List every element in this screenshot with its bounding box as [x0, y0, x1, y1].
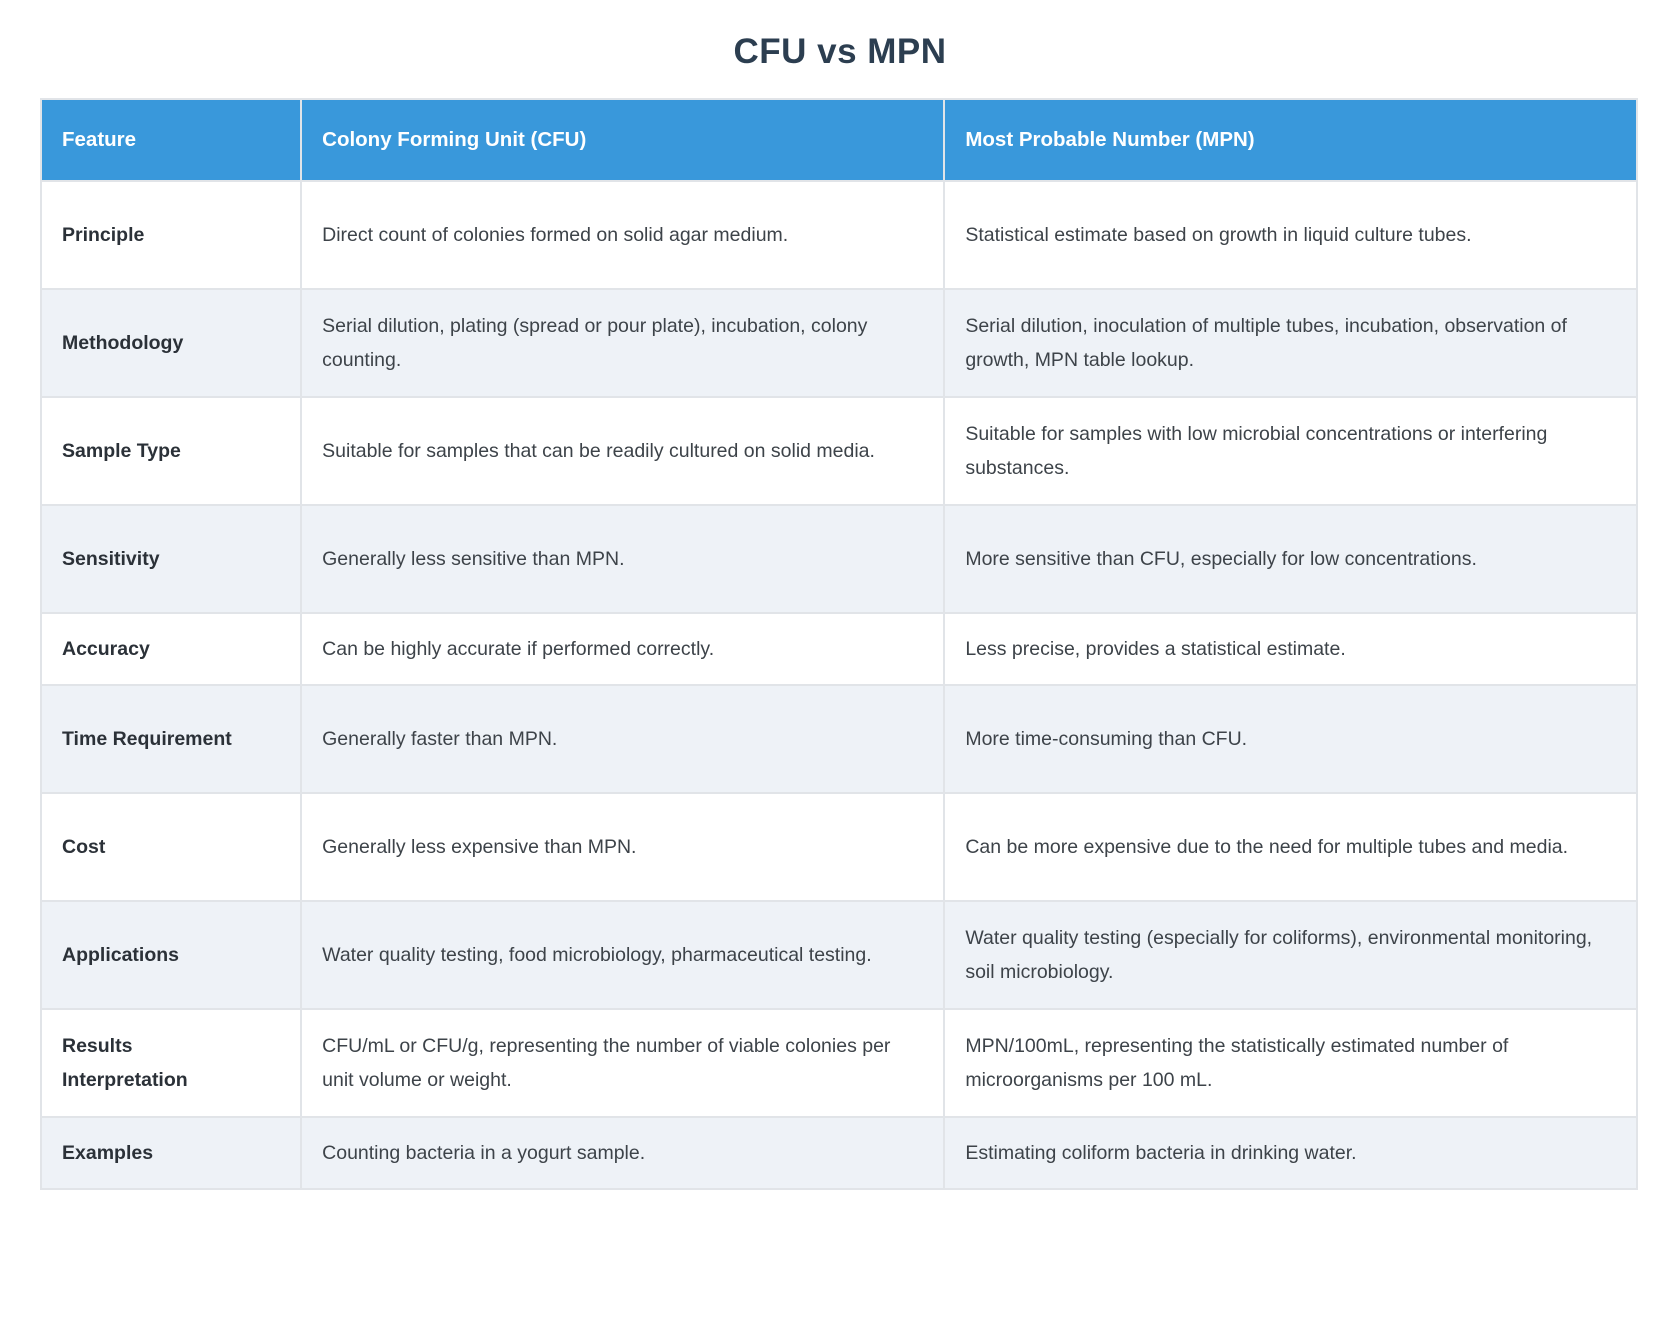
- table-header-row: Feature Colony Forming Unit (CFU) Most P…: [39, 98, 1638, 182]
- feature-cell: Methodology: [39, 288, 303, 398]
- feature-cell: Accuracy: [39, 612, 303, 686]
- page-title: CFU vs MPN: [733, 32, 947, 71]
- mpn-cell: More time-consuming than CFU.: [943, 684, 1638, 794]
- feature-label: Accuracy: [62, 638, 150, 660]
- cfu-cell: CFU/mL or CFU/g, representing the number…: [300, 1008, 946, 1118]
- feature-cell: Time Requirement: [39, 684, 303, 794]
- feature-label: Principle: [62, 224, 145, 246]
- mpn-cell: More sensitive than CFU, especially for …: [943, 504, 1638, 614]
- cfu-vs-mpn-table: Feature Colony Forming Unit (CFU) Most P…: [39, 98, 1638, 1190]
- cfu-cell: Serial dilution, plating (spread or pour…: [300, 288, 946, 398]
- feature-label: Applications: [62, 944, 180, 966]
- column-header-cfu: Colony Forming Unit (CFU): [300, 98, 946, 182]
- column-header-mpn: Most Probable Number (MPN): [943, 98, 1638, 182]
- cfu-cell: Can be highly accurate if performed corr…: [300, 612, 946, 686]
- table-row-cost: Cost Generally less expensive than MPN. …: [39, 792, 1638, 902]
- feature-cell: Principle: [39, 180, 303, 290]
- feature-label: Sensitivity: [62, 548, 160, 570]
- feature-cell: Applications: [39, 900, 303, 1010]
- cfu-cell: Suitable for samples that can be readily…: [300, 396, 946, 506]
- feature-label: Sample Type: [62, 440, 181, 462]
- cfu-cell: Direct count of colonies formed on solid…: [300, 180, 946, 290]
- cfu-cell: Counting bacteria in a yogurt sample.: [300, 1116, 946, 1190]
- table-row-results-interpretation: Results Interpretation CFU/mL or CFU/g, …: [39, 1008, 1638, 1118]
- feature-cell: Examples: [39, 1116, 303, 1190]
- feature-cell: Sensitivity: [39, 504, 303, 614]
- cfu-cell: Generally less sensitive than MPN.: [300, 504, 946, 614]
- mpn-cell: Suitable for samples with low microbial …: [943, 396, 1638, 506]
- feature-label: Examples: [62, 1142, 154, 1164]
- feature-cell: Results Interpretation: [39, 1008, 303, 1118]
- feature-cell: Sample Type: [39, 396, 303, 506]
- feature-label: Cost: [62, 836, 106, 858]
- mpn-cell: MPN/100mL, representing the statisticall…: [943, 1008, 1638, 1118]
- table-row-methodology: Methodology Serial dilution, plating (sp…: [39, 288, 1638, 398]
- mpn-cell: Can be more expensive due to the need fo…: [943, 792, 1638, 902]
- feature-label: Methodology: [62, 332, 184, 354]
- table-row-time-requirement: Time Requirement Generally faster than M…: [39, 684, 1638, 794]
- feature-label: Results Interpretation: [62, 1035, 188, 1091]
- feature-label: Time Requirement: [62, 728, 232, 750]
- mpn-cell: Estimating coliform bacteria in drinking…: [943, 1116, 1638, 1190]
- table-row-principle: Principle Direct count of colonies forme…: [39, 180, 1638, 290]
- table-row-accuracy: Accuracy Can be highly accurate if perfo…: [39, 612, 1638, 686]
- column-header-feature: Feature: [39, 98, 303, 182]
- mpn-cell: Serial dilution, inoculation of multiple…: [943, 288, 1638, 398]
- cfu-cell: Generally faster than MPN.: [300, 684, 946, 794]
- table-row-sensitivity: Sensitivity Generally less sensitive tha…: [39, 504, 1638, 614]
- mpn-cell: Water quality testing (especially for co…: [943, 900, 1638, 1010]
- mpn-cell: Statistical estimate based on growth in …: [943, 180, 1638, 290]
- feature-cell: Cost: [39, 792, 303, 902]
- cfu-cell: Water quality testing, food microbiology…: [300, 900, 946, 1010]
- table-row-sample-type: Sample Type Suitable for samples that ca…: [39, 396, 1638, 506]
- cfu-cell: Generally less expensive than MPN.: [300, 792, 946, 902]
- table-row-applications: Applications Water quality testing, food…: [39, 900, 1638, 1010]
- mpn-cell: Less precise, provides a statistical est…: [943, 612, 1638, 686]
- table-row-examples: Examples Counting bacteria in a yogurt s…: [39, 1116, 1638, 1190]
